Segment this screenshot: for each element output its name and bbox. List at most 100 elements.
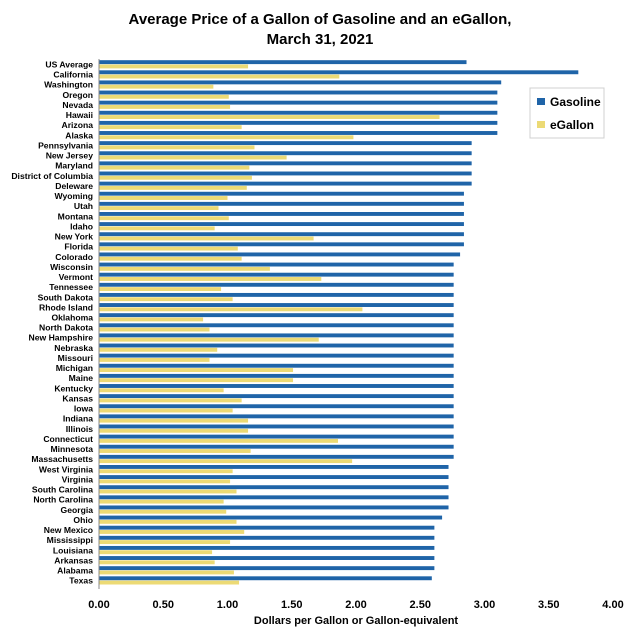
bar-egallon-north-dakota xyxy=(99,327,210,332)
legend-frame xyxy=(529,87,605,139)
bar-egallon-deleware xyxy=(99,185,247,190)
legend-label-gasoline: Gasoline xyxy=(550,95,601,109)
bar-gasoline-maryland xyxy=(99,161,472,166)
category-label-us-average: US Average xyxy=(45,60,93,70)
bar-gasoline-pennsylvania xyxy=(99,141,472,146)
bar-egallon-minnesota xyxy=(99,449,251,453)
category-label-district-of-columbia: District of Columbia xyxy=(11,171,93,181)
category-label-south-dakota: South Dakota xyxy=(38,292,94,302)
bar-gasoline-colorado xyxy=(99,252,461,257)
legend-swatch-gasoline xyxy=(537,98,545,105)
bar-egallon-west-virginia xyxy=(99,469,233,474)
category-label-alabama: Alabama xyxy=(57,566,93,576)
bar-gasoline-louisiana xyxy=(99,545,435,550)
bar-egallon-michigan xyxy=(99,368,294,372)
bar-gasoline-kansas xyxy=(99,394,454,399)
category-label-pennsylvania: Pennsylvania xyxy=(38,140,93,150)
bar-egallon-new-hampshire xyxy=(99,337,319,342)
bar-egallon-louisiana xyxy=(99,550,213,555)
bar-gasoline-arkansas xyxy=(99,556,435,560)
legend: Gasoline eGallon xyxy=(529,87,605,139)
bar-egallon-wisconsin xyxy=(99,266,270,271)
bar-gasoline-missouri xyxy=(99,353,454,358)
category-label-nebraska: Nebraska xyxy=(54,343,93,353)
bar-gasoline-district-of-columbia xyxy=(99,171,472,176)
category-label-south-carolina: South Carolina xyxy=(32,485,93,495)
category-label-texas: Texas xyxy=(69,576,93,586)
x-tick-label-1-00: 1.00 xyxy=(217,599,238,611)
bar-egallon-north-carolina xyxy=(99,499,224,504)
bar-gasoline-alaska xyxy=(99,131,498,135)
bar-egallon-alaska xyxy=(99,135,354,140)
bar-egallon-iowa xyxy=(99,408,233,413)
bar-gasoline-washington xyxy=(99,80,502,85)
bar-gasoline-wyoming xyxy=(99,191,464,196)
x-tick-label-0-00: 0.00 xyxy=(88,599,109,611)
bar-gasoline-illinois xyxy=(99,424,454,429)
bar-egallon-us-average xyxy=(99,64,249,69)
bar-gasoline-indiana xyxy=(99,414,454,419)
bar-gasoline-connecticut xyxy=(99,434,454,439)
bar-gasoline-oklahoma xyxy=(99,313,454,318)
category-label-oklahoma: Oklahoma xyxy=(51,313,93,323)
x-tick-label-1-50: 1.50 xyxy=(281,599,302,611)
category-label-louisiana: Louisiana xyxy=(53,545,93,555)
category-label-colorado: Colorado xyxy=(55,252,93,262)
bar-egallon-new-mexico xyxy=(99,530,245,534)
bar-egallon-district-of-columbia xyxy=(99,175,252,180)
bar-gasoline-north-dakota xyxy=(99,323,454,328)
category-label-california: California xyxy=(53,70,93,80)
bar-egallon-idaho xyxy=(99,226,215,231)
bar-gasoline-rhode-island xyxy=(99,303,454,307)
bar-gasoline-maine xyxy=(99,373,454,378)
bar-egallon-florida xyxy=(99,246,238,251)
bar-gasoline-montana xyxy=(99,212,464,216)
bar-gasoline-alabama xyxy=(99,566,435,571)
category-label-wisconsin: Wisconsin xyxy=(50,262,93,272)
bar-egallon-maine xyxy=(99,378,294,383)
category-label-montana: Montana xyxy=(58,211,94,221)
bar-gasoline-nevada xyxy=(99,100,498,105)
category-label-west-virginia: West Virginia xyxy=(39,464,93,474)
category-label-rhode-island: Rhode Island xyxy=(39,302,93,312)
bar-gasoline-us-average xyxy=(99,60,467,65)
plot-area xyxy=(99,60,579,585)
bar-gasoline-texas xyxy=(99,576,432,581)
category-label-vermont: Vermont xyxy=(59,272,94,282)
bar-gasoline-wisconsin xyxy=(99,262,454,267)
category-label-georgia: Georgia xyxy=(61,505,94,515)
bar-gasoline-idaho xyxy=(99,222,464,227)
category-label-ohio: Ohio xyxy=(73,515,93,525)
bar-egallon-new-york xyxy=(99,236,314,241)
category-label-new-hampshire: New Hampshire xyxy=(29,333,94,343)
bar-egallon-california xyxy=(99,74,340,79)
bar-egallon-nevada xyxy=(99,104,231,109)
bar-egallon-mississippi xyxy=(99,540,231,545)
bar-gasoline-south-dakota xyxy=(99,292,454,297)
bar-gasoline-california xyxy=(99,70,579,75)
bar-gasoline-virginia xyxy=(99,475,449,480)
bar-gasoline-nebraska xyxy=(99,343,454,348)
bar-egallon-new-jersey xyxy=(99,155,287,160)
bar-egallon-georgia xyxy=(99,509,227,514)
bar-egallon-arizona xyxy=(99,125,242,130)
category-label-washington: Washington xyxy=(44,80,93,90)
category-label-idaho: Idaho xyxy=(70,221,93,231)
bar-gasoline-mississippi xyxy=(99,535,435,540)
category-label-missouri: Missouri xyxy=(58,353,93,363)
category-label-arizona: Arizona xyxy=(61,120,93,130)
bar-egallon-alabama xyxy=(99,570,234,575)
x-axis-ticks: 0.00 0.50 1.00 1.50 2.00 2.50 3.00 3.50 4.00 xyxy=(88,599,623,611)
bar-gasoline-georgia xyxy=(99,505,449,510)
category-label-utah: Utah xyxy=(74,201,93,211)
bar-egallon-pennsylvania xyxy=(99,145,255,150)
bar-gasoline-kentucky xyxy=(99,384,454,388)
bar-egallon-vermont xyxy=(99,277,322,281)
category-label-wyoming: Wyoming xyxy=(54,191,93,201)
category-label-north-dakota: North Dakota xyxy=(39,323,93,333)
category-label-kansas: Kansas xyxy=(62,393,93,403)
bar-egallon-connecticut xyxy=(99,438,339,443)
category-label-illinois: Illinois xyxy=(66,424,93,434)
x-tick-label-2-00: 2.00 xyxy=(345,599,366,611)
bar-egallon-illinois xyxy=(99,428,249,433)
